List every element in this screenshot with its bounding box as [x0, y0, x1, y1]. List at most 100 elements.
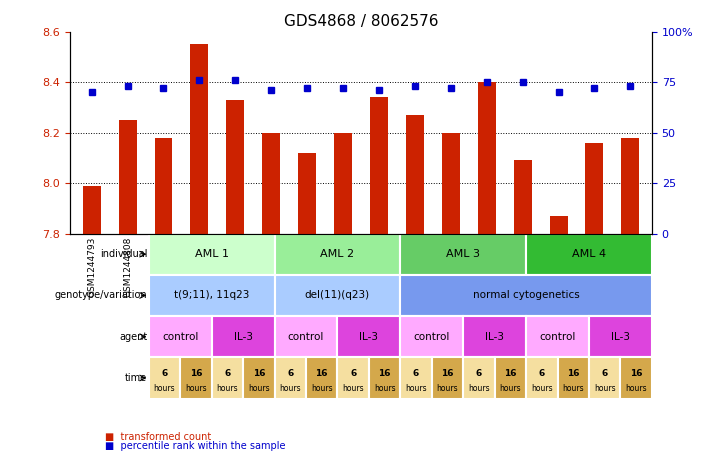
Text: control: control	[539, 332, 576, 342]
Text: AML 1: AML 1	[195, 249, 229, 259]
FancyBboxPatch shape	[526, 357, 557, 399]
Text: 6: 6	[476, 369, 482, 377]
FancyBboxPatch shape	[149, 316, 212, 357]
Text: ■  percentile rank within the sample: ■ percentile rank within the sample	[105, 441, 285, 451]
Bar	[585, 143, 604, 233]
Text: hours: hours	[374, 384, 395, 393]
Text: control: control	[162, 332, 198, 342]
Text: AML 4: AML 4	[572, 249, 606, 259]
Bar	[226, 100, 244, 233]
Bar	[83, 186, 101, 233]
FancyBboxPatch shape	[526, 316, 589, 357]
Text: hours: hours	[562, 384, 584, 393]
Text: hours: hours	[500, 384, 522, 393]
Text: hours: hours	[531, 384, 552, 393]
Bar	[442, 133, 460, 233]
Bar	[478, 82, 496, 233]
Text: hours: hours	[311, 384, 332, 393]
Text: 16: 16	[504, 369, 517, 377]
Text: hours: hours	[594, 384, 615, 393]
Text: IL-3: IL-3	[360, 332, 379, 342]
Text: 16: 16	[252, 369, 265, 377]
FancyBboxPatch shape	[589, 316, 652, 357]
Text: hours: hours	[154, 384, 175, 393]
FancyBboxPatch shape	[495, 357, 526, 399]
Text: 16: 16	[630, 369, 642, 377]
FancyBboxPatch shape	[400, 234, 526, 275]
FancyBboxPatch shape	[149, 234, 275, 275]
Text: t(9;11), 11q23: t(9;11), 11q23	[174, 290, 250, 300]
Text: AML 3: AML 3	[447, 249, 480, 259]
Text: hours: hours	[248, 384, 270, 393]
Bar	[191, 44, 208, 233]
Text: 6: 6	[161, 369, 168, 377]
Text: normal cytogenetics: normal cytogenetics	[472, 290, 580, 300]
Text: 16: 16	[315, 369, 328, 377]
FancyBboxPatch shape	[180, 357, 212, 399]
FancyBboxPatch shape	[275, 357, 306, 399]
Text: 6: 6	[601, 369, 608, 377]
FancyBboxPatch shape	[589, 357, 620, 399]
Text: genotype/variation: genotype/variation	[55, 290, 147, 300]
Text: hours: hours	[185, 384, 207, 393]
Text: del(11)(q23): del(11)(q23)	[305, 290, 370, 300]
Bar	[514, 160, 531, 233]
FancyBboxPatch shape	[275, 316, 337, 357]
Text: IL-3: IL-3	[611, 332, 630, 342]
Bar	[154, 138, 172, 233]
Text: 16: 16	[190, 369, 202, 377]
Text: 6: 6	[413, 369, 419, 377]
Text: hours: hours	[437, 384, 458, 393]
Text: ■  transformed count: ■ transformed count	[105, 432, 212, 442]
FancyBboxPatch shape	[275, 234, 400, 275]
FancyBboxPatch shape	[149, 275, 275, 316]
FancyBboxPatch shape	[337, 316, 400, 357]
Text: AML 2: AML 2	[320, 249, 355, 259]
FancyBboxPatch shape	[463, 316, 526, 357]
Text: hours: hours	[280, 384, 301, 393]
Bar	[334, 133, 352, 233]
Text: individual: individual	[100, 249, 147, 259]
FancyBboxPatch shape	[212, 357, 243, 399]
FancyBboxPatch shape	[463, 357, 495, 399]
FancyBboxPatch shape	[400, 357, 432, 399]
Text: 6: 6	[350, 369, 356, 377]
Bar	[370, 97, 388, 233]
FancyBboxPatch shape	[557, 357, 589, 399]
FancyBboxPatch shape	[620, 357, 652, 399]
Text: 6: 6	[224, 369, 231, 377]
Text: IL-3: IL-3	[233, 332, 252, 342]
Bar	[262, 133, 280, 233]
Text: control: control	[414, 332, 450, 342]
FancyBboxPatch shape	[212, 316, 275, 357]
Text: 6: 6	[287, 369, 294, 377]
Title: GDS4868 / 8062576: GDS4868 / 8062576	[284, 14, 438, 29]
Bar	[406, 115, 424, 233]
FancyBboxPatch shape	[149, 357, 180, 399]
Text: 16: 16	[441, 369, 454, 377]
Text: hours: hours	[468, 384, 490, 393]
Text: 16: 16	[567, 369, 580, 377]
FancyBboxPatch shape	[275, 275, 400, 316]
Text: hours: hours	[405, 384, 427, 393]
Text: hours: hours	[342, 384, 364, 393]
Bar	[621, 138, 639, 233]
FancyBboxPatch shape	[337, 357, 369, 399]
Bar	[550, 216, 568, 233]
Bar	[118, 120, 137, 233]
Text: agent: agent	[119, 332, 147, 342]
FancyBboxPatch shape	[526, 234, 652, 275]
Text: hours: hours	[625, 384, 647, 393]
FancyBboxPatch shape	[432, 357, 463, 399]
FancyBboxPatch shape	[400, 316, 463, 357]
FancyBboxPatch shape	[369, 357, 400, 399]
Bar	[298, 153, 316, 233]
Text: time: time	[125, 373, 147, 383]
FancyBboxPatch shape	[400, 275, 652, 316]
FancyBboxPatch shape	[243, 357, 275, 399]
Text: hours: hours	[217, 384, 238, 393]
Text: IL-3: IL-3	[485, 332, 504, 342]
Text: 16: 16	[379, 369, 391, 377]
FancyBboxPatch shape	[306, 357, 337, 399]
Text: 6: 6	[539, 369, 545, 377]
